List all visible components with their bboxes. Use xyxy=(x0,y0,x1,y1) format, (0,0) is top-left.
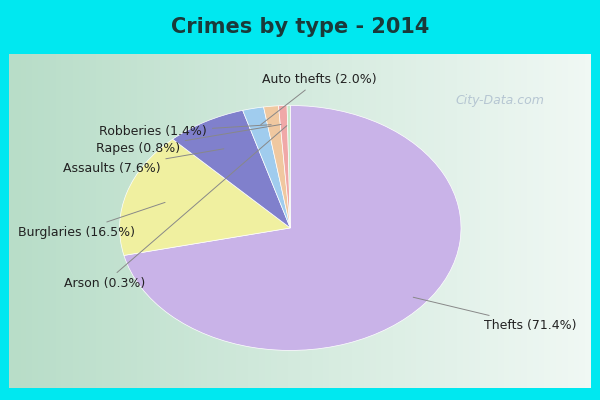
Text: Rapes (0.8%): Rapes (0.8%) xyxy=(95,124,281,155)
Wedge shape xyxy=(119,139,290,256)
Text: Auto thefts (2.0%): Auto thefts (2.0%) xyxy=(261,72,377,125)
Text: Thefts (71.4%): Thefts (71.4%) xyxy=(413,297,577,332)
Wedge shape xyxy=(173,110,290,228)
Text: Crimes by type - 2014: Crimes by type - 2014 xyxy=(171,17,429,37)
Wedge shape xyxy=(278,106,290,228)
Wedge shape xyxy=(124,106,461,350)
Text: Arson (0.3%): Arson (0.3%) xyxy=(64,126,287,290)
Text: Robberies (1.4%): Robberies (1.4%) xyxy=(99,125,271,138)
Wedge shape xyxy=(287,106,290,228)
Text: Assaults (7.6%): Assaults (7.6%) xyxy=(62,149,224,175)
Wedge shape xyxy=(263,106,290,228)
Text: City-Data.com: City-Data.com xyxy=(455,94,544,107)
Text: Burglaries (16.5%): Burglaries (16.5%) xyxy=(18,202,165,239)
Wedge shape xyxy=(242,107,290,228)
